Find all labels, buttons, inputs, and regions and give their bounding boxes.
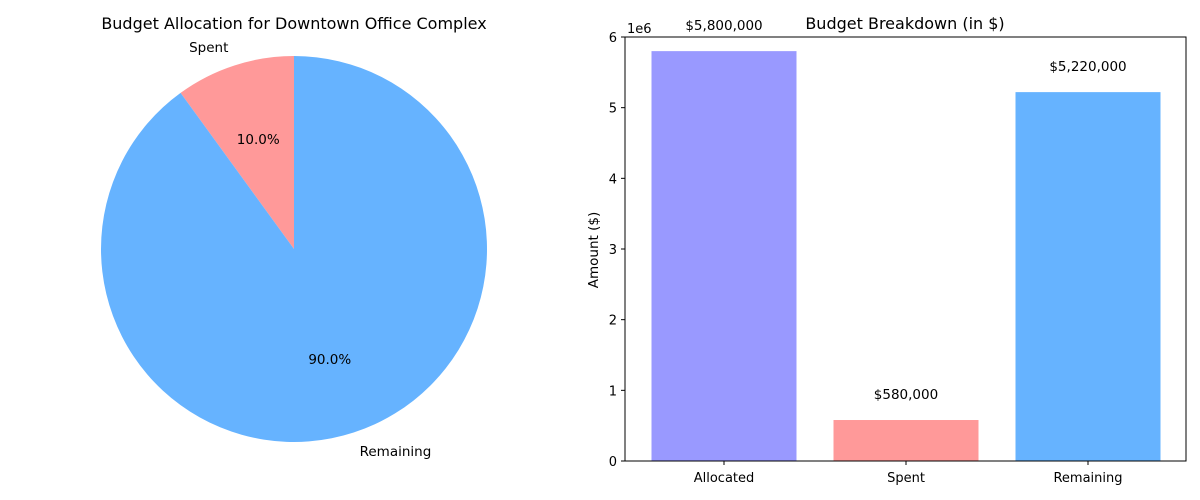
pie-slice-label-spent: Spent [189, 40, 228, 56]
y-tick-label: 0 [609, 455, 617, 470]
pie-slice-spent [180, 56, 294, 249]
bar-value-label-spent: $580,000 [874, 387, 938, 403]
pie-slice-label-remaining: Remaining [360, 444, 432, 460]
bar-value-label-remaining: $5,220,000 [1049, 59, 1126, 75]
y-tick-label: 3 [609, 243, 617, 258]
bar-chart: Budget Breakdown (in $) Amount ($) 1e6 $… [586, 14, 1187, 486]
y-tick-label: 6 [609, 31, 617, 46]
pie-chart: Budget Allocation for Downtown Office Co… [101, 14, 488, 460]
y-tick-label: 2 [609, 314, 617, 329]
plot-frame [624, 36, 1187, 462]
y-axis-label: Amount ($) [586, 212, 602, 288]
x-tick-label-allocated: Allocated [694, 471, 755, 486]
y-tick-label: 1 [609, 384, 617, 399]
bar-chart-title: Budget Breakdown (in $) [805, 14, 1004, 33]
x-tick-label-remaining: Remaining [1053, 471, 1122, 486]
x-tick-label-spent: Spent [887, 471, 925, 486]
pie-chart-title: Budget Allocation for Downtown Office Co… [101, 14, 486, 33]
bar-value-label-allocated: $5,800,000 [685, 18, 762, 34]
pie-pct-label-remaining: 90.0% [308, 352, 351, 368]
bar-allocated [651, 51, 797, 462]
bar-spent [833, 420, 979, 461]
pie-slice-remaining [101, 56, 488, 442]
y-tick-label: 4 [609, 172, 617, 187]
y-tick-label: 5 [609, 102, 617, 117]
y-axis-offset-label: 1e6 [627, 22, 652, 37]
pie-pct-label-spent: 10.0% [237, 132, 280, 148]
bar-remaining [1015, 92, 1161, 462]
